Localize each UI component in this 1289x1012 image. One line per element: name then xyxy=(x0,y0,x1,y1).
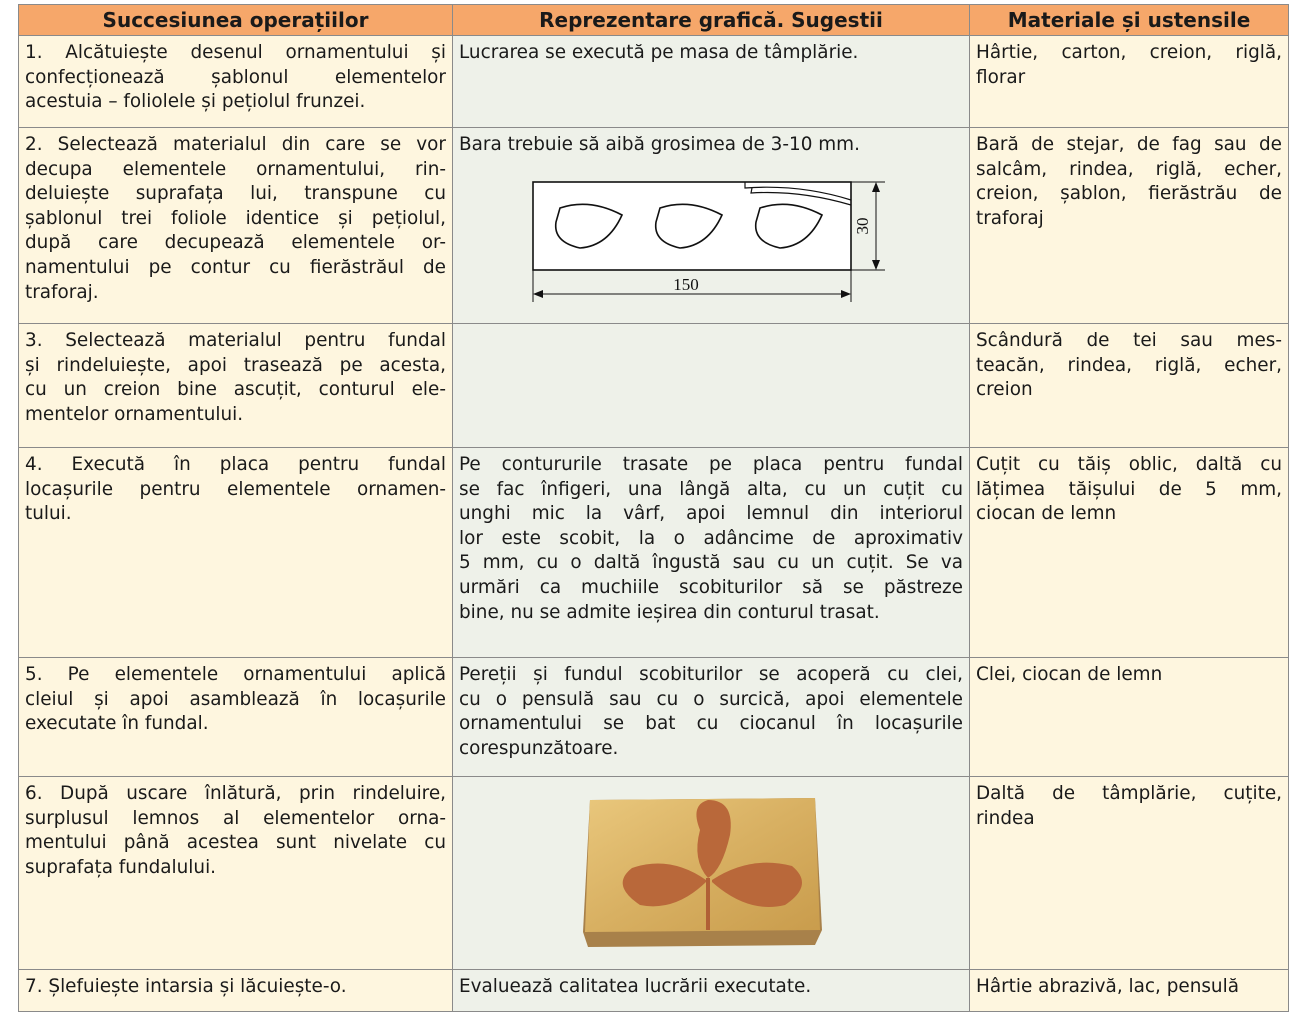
text-line: 2. Selectează materialul din care se vor xyxy=(25,134,446,155)
text-line: salcâm, rindea, riglă, echer, xyxy=(976,158,1282,180)
text-line: Hârtie abrazivă, lac, pensulă xyxy=(976,976,1239,997)
text-line: mentului până acestea sunt nivelate cu xyxy=(25,832,446,854)
text-line: cleiul și apoi asamblează în locașurile xyxy=(25,688,446,710)
text-line: florar xyxy=(976,66,1026,88)
text-line: ciocan de lemn xyxy=(976,503,1117,525)
text-line: surplusul lemnos al elementelor orna- xyxy=(25,807,446,829)
text-line: locașurile pentru elementele ornamen- xyxy=(25,478,446,500)
header-cell: Succesiunea operațiilor xyxy=(18,4,453,36)
text-line: rindea xyxy=(976,807,1035,829)
text-line: Daltă de tâmplărie, cuțite, xyxy=(976,783,1282,804)
bar-diagram: 150 30 xyxy=(532,181,885,302)
text-line: Clei, ciocan de lemn xyxy=(976,664,1163,685)
intarsia-photo xyxy=(583,798,822,947)
text-line: decupa elementele ornamentului, rin- xyxy=(25,158,446,180)
text-line: namentului pe contur cu fierăstrăul de xyxy=(25,256,446,278)
text-line: acestuia – foliolele și pețiolul frunzei… xyxy=(25,91,366,113)
text-line: creion, șablon, fierăstrău de xyxy=(976,183,1282,205)
height-label: 30 xyxy=(853,218,872,235)
length-label: 150 xyxy=(673,275,699,294)
table-cell: Cuțit cu tăiș oblic, daltă cu lățimea tăi… xyxy=(970,448,1289,658)
table-cell: 2. Selectează materialul din care se vor… xyxy=(18,128,453,324)
text-line: cu un creion bine ascuțit, conturul ele- xyxy=(25,379,446,401)
text-line: ornamentului se bat cu ciocanul în locaș… xyxy=(459,713,963,735)
text-line: Evaluează calitatea lucrării executate. xyxy=(459,976,812,997)
text-line: se fac înfigeri, una lângă alta, cu un c… xyxy=(459,478,963,500)
header-cell: Reprezentare grafică. Sugestii xyxy=(453,4,970,36)
text-line: Hârtie, carton, creion, riglă, xyxy=(976,42,1282,63)
table-cell: Pereții și fundul scobiturilor se acoper… xyxy=(453,658,970,777)
text-line: traforaj xyxy=(976,207,1044,229)
header-cell: Materiale și ustensile xyxy=(970,4,1289,36)
text-line: 5. Pe elementele ornamentului aplică xyxy=(25,664,446,685)
text-line: lățimea tăișului de 5 mm, xyxy=(976,478,1282,500)
text-line: Bara trebuie să aibă grosimea de 3-10 mm… xyxy=(459,134,860,155)
text-line: Lucrarea se execută pe masa de tâmplărie… xyxy=(459,42,859,63)
text-line: și rindeluiește, apoi trasează pe acesta… xyxy=(25,354,446,376)
text-line: 5 mm, cu o daltă îngustă sau cu un cuțit… xyxy=(459,552,963,574)
table-cell: 4. Execută în placa pentru fundal locașur… xyxy=(18,448,453,658)
table-cell: Bară de stejar, de fag sau de salcâm, rin… xyxy=(970,128,1289,324)
text-line: teacăn, rindea, riglă, echer, xyxy=(976,354,1282,376)
text-line: Pe contururile trasate pe placa pentru f… xyxy=(459,454,963,475)
text-line: 7. Șlefuiește intarsia și lăcuiește-o. xyxy=(25,976,347,997)
text-line: tului. xyxy=(25,503,72,525)
table-cell: Daltă de tâmplărie, cuțite, rindea xyxy=(970,777,1289,970)
table-cell: Clei, ciocan de lemn xyxy=(970,658,1289,777)
text-line: Cuțit cu tăiș oblic, daltă cu xyxy=(976,454,1282,475)
text-line: creion xyxy=(976,379,1033,401)
text-line: unghi mic la vârf, apoi lemnul din inter… xyxy=(459,503,963,525)
table-cell: Pe contururile trasate pe placa pentru f… xyxy=(453,448,970,658)
text-line: suprafața fundalului. xyxy=(25,856,217,878)
text-line: confecționează șablonul elementelor xyxy=(25,66,446,88)
text-line: executate în fundal. xyxy=(25,713,209,735)
text-line: după care decupează elementele or- xyxy=(25,232,446,254)
text-line: corespunzătoare. xyxy=(459,737,619,759)
table-cell: 3. Selectează materialul pentru fundal și… xyxy=(18,324,453,448)
text-line: Bară de stejar, de fag sau de xyxy=(976,134,1282,155)
text-line: urmări ca muchiile scobiturilor să se pă… xyxy=(459,576,963,598)
text-line: mentelor ornamentului. xyxy=(25,403,244,425)
table-cell: Evaluează calitatea lucrării executate. xyxy=(453,970,970,1012)
table-cell: 1. Alcătuiește desenul ornamentului și co… xyxy=(18,36,453,128)
table-cell: Lucrarea se execută pe masa de tâmplărie… xyxy=(453,36,970,128)
text-line: 4. Execută în placa pentru fundal xyxy=(25,454,446,475)
text-line: Pereții și fundul scobiturilor se acoper… xyxy=(459,664,963,685)
text-line: traforaj. xyxy=(25,281,99,303)
text-line: deluiește suprafața lui, transpune cu xyxy=(25,183,446,205)
text-line: Scândură de tei sau mes- xyxy=(976,330,1282,351)
table-cell: 6. După uscare înlătură, prin rindeluire… xyxy=(18,777,453,970)
text-line: 1. Alcătuiește desenul ornamentului și xyxy=(25,42,446,63)
text-line: 6. După uscare înlătură, prin rindeluire… xyxy=(25,783,446,804)
table-cell xyxy=(453,324,970,448)
text-line: cu o pensulă sau cu o surcică, apoi elem… xyxy=(459,688,963,710)
table-cell: Scândură de tei sau mes-teacăn, rindea, … xyxy=(970,324,1289,448)
table-cell: 5. Pe elementele ornamentului aplică clei… xyxy=(18,658,453,777)
text-line: 3. Selectează materialul pentru fundal xyxy=(25,330,446,351)
text-line: bine, nu se admite ieșirea din conturul … xyxy=(459,601,880,623)
text-line: șablonul trei foliole identice și pețiol… xyxy=(25,207,446,229)
table-cell: 7. Șlefuiește intarsia și lăcuiește-o. xyxy=(18,970,453,1012)
text-line: lor este scobit, la o adâncime de aproxi… xyxy=(459,527,963,549)
